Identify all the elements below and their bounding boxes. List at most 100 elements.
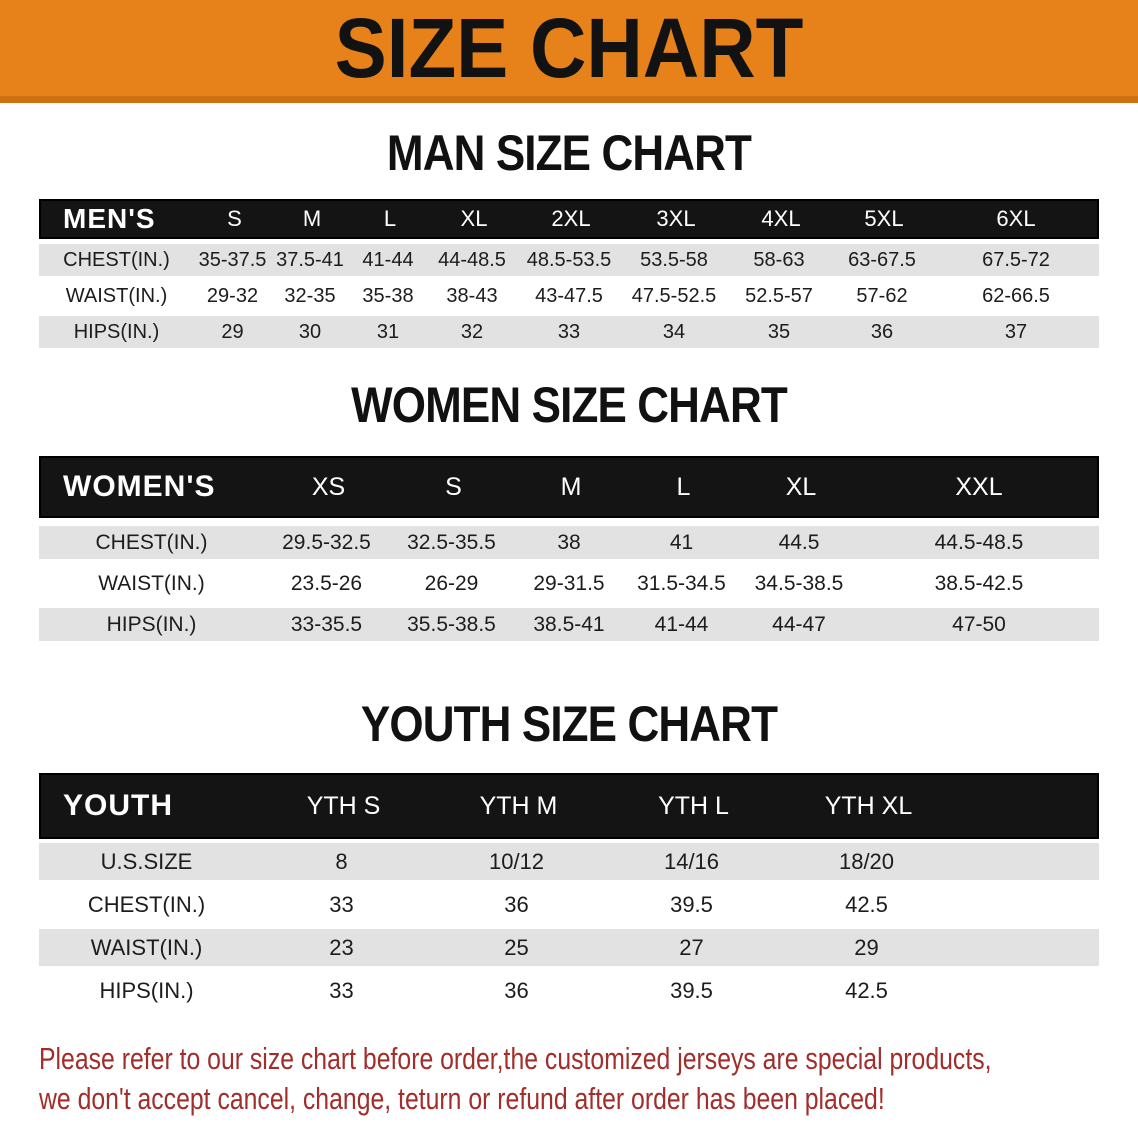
size-value-cell: 44.5-48.5 [934, 530, 1024, 554]
size-value-cell: 41-44 [362, 248, 414, 271]
disclaimer: Please refer to our size chart before or… [39, 1039, 1138, 1119]
size-value-cell: 14/16 [663, 848, 720, 874]
size-value-cell: 44-48.5 [438, 248, 506, 271]
table-header-row: WOMEN'S XS S M L XL XXL [39, 456, 1099, 518]
size-value-cell: 10/12 [488, 848, 545, 874]
women-chart-heading: WOMEN SIZE CHART [351, 377, 788, 433]
size-value-cell: 32-35 [284, 284, 336, 307]
disclaimer-line-2: we don't accept cancel, change, teturn o… [39, 1081, 885, 1116]
size-value-cell: 29 [221, 320, 244, 343]
size-column-header: 3XL [656, 206, 696, 231]
row-label: HIPS(IN.) [73, 320, 160, 343]
size-value-cell: 44-47 [772, 612, 826, 636]
size-value-cell: 42.5 [845, 891, 888, 917]
table-row: CHEST(IN.) 35-37.5 37.5-41 41-44 44-48.5 48.5… [39, 244, 1099, 276]
table-row: HIPS(IN.) 33-35.5 35.5-38.5 38.5-41 41-44 44-… [39, 608, 1099, 641]
size-value-cell: 32 [460, 320, 484, 343]
men-chart-heading: MAN SIZE CHART [386, 125, 752, 181]
size-value-cell: 47-50 [952, 612, 1006, 636]
row-label: CHEST(IN.) [63, 248, 170, 271]
size-value-cell: 29 [854, 934, 879, 960]
table-row: U.S.SIZE 8 10/12 14/16 18/20 [39, 843, 1099, 880]
size-value-cell: 36 [870, 320, 894, 343]
size-column-header: M [302, 206, 322, 231]
size-value-cell: 47.5-52.5 [631, 284, 717, 307]
table-header-label: WOMEN'S [63, 470, 216, 503]
size-value-cell: 26-29 [424, 571, 479, 595]
size-value-cell: 32.5-35.5 [407, 530, 496, 554]
size-value-cell: 37 [1004, 320, 1028, 343]
size-value-cell: 57-62 [856, 284, 908, 307]
table-row: CHEST(IN.) 29.5-32.5 32.5-35.5 38 41 44.5 44.5… [39, 526, 1099, 559]
size-value-cell: 41-44 [654, 612, 709, 636]
size-value-cell: 8 [335, 848, 348, 874]
size-value-cell: 63-67.5 [848, 248, 916, 271]
size-value-cell: 35 [767, 320, 791, 343]
table-row: WAIST(IN.) 23.5-26 26-29 29-31.5 31.5-34.5 34… [39, 567, 1099, 600]
row-label: HIPS(IN.) [99, 977, 194, 1003]
table-header-label: MEN'S [63, 203, 156, 234]
row-label: HIPS(IN.) [106, 612, 197, 636]
size-value-cell: 36 [504, 891, 529, 917]
size-column-header: 5XL [864, 206, 904, 231]
size-value-cell: 33 [329, 977, 354, 1003]
table-row: WAIST(IN.) 23 25 27 29 [39, 929, 1099, 966]
size-value-cell: 38-43 [446, 284, 498, 307]
size-column-header: YTH L [658, 791, 729, 820]
size-value-cell: 35.5-38.5 [407, 612, 496, 636]
size-value-cell: 44.5 [778, 530, 820, 554]
size-value-cell: 48.5-53.5 [526, 248, 612, 271]
size-value-cell: 39.5 [670, 977, 713, 1003]
size-value-cell: 36 [504, 977, 529, 1003]
size-value-cell: 23 [329, 934, 354, 960]
size-column-header: L [383, 206, 397, 231]
youth-size-chart-section: YOUTH SIZE CHART YOUTH YTH S YTH M YTH L YTH… [0, 698, 1138, 1009]
size-value-cell: 34 [662, 320, 686, 343]
size-value-cell: 29-32 [206, 284, 259, 307]
size-value-cell: 33 [329, 891, 354, 917]
size-column-header: XL [785, 472, 817, 501]
women-size-table: WOMEN'S XS S M L XL XXL CHEST(IN.) 29.5-32.5 32.5… [39, 456, 1099, 641]
table-header-row: MEN'S S M L XL 2XL 3XL 4XL 5XL 6XL [39, 199, 1099, 239]
size-value-cell: 25 [504, 934, 529, 960]
size-value-cell: 18/20 [838, 848, 895, 874]
row-label: WAIST(IN.) [98, 571, 205, 595]
men-size-chart-section: MAN SIZE CHART MEN'S S M L XL 2XL 3XL 4XL 5XL 6XL… [0, 127, 1138, 348]
men-size-table: MEN'S S M L XL 2XL 3XL 4XL 5XL 6XL CHEST(IN.) 35-37… [39, 199, 1099, 348]
size-value-cell: 27 [679, 934, 704, 960]
size-value-cell: 31 [376, 320, 400, 343]
size-column-header: XS [311, 472, 346, 501]
size-value-cell: 39.5 [670, 891, 713, 917]
size-value-cell: 33 [557, 320, 581, 343]
size-value-cell: 35-37.5 [198, 248, 267, 271]
size-value-cell: 34.5-38.5 [754, 571, 844, 595]
size-value-cell: 38.5-42.5 [934, 571, 1024, 595]
size-column-header: S [445, 472, 462, 501]
size-column-header: 6XL [996, 206, 1036, 231]
size-value-cell: 33-35.5 [290, 612, 363, 636]
size-value-cell: 41 [669, 530, 694, 554]
size-column-header: 4XL [761, 206, 801, 231]
size-value-cell: 35-38 [362, 284, 414, 307]
size-value-cell: 67.5-72 [982, 248, 1050, 271]
size-value-cell: 37.5-41 [276, 248, 344, 271]
size-value-cell: 31.5-34.5 [637, 571, 726, 595]
table-header-row: YOUTH YTH S YTH M YTH L YTH XL [39, 773, 1099, 839]
size-column-header: M [560, 472, 582, 501]
size-value-cell: 62-66.5 [982, 284, 1050, 307]
size-column-header: S [227, 206, 242, 231]
size-value-cell: 52.5-57 [745, 284, 813, 307]
page-title: SIZE CHART [334, 1, 804, 95]
size-column-header: YTH M [479, 791, 558, 820]
size-value-cell: 42.5 [845, 977, 888, 1003]
title-banner: SIZE CHART [0, 0, 1138, 103]
row-label: WAIST(IN.) [65, 284, 168, 307]
table-header-label: YOUTH [63, 789, 173, 822]
size-value-cell: 23.5-26 [290, 571, 363, 595]
size-column-header: YTH XL [824, 791, 913, 820]
size-column-header: L [676, 472, 691, 501]
youth-chart-heading: YOUTH SIZE CHART [360, 696, 778, 752]
size-value-cell: 58-63 [753, 248, 805, 271]
size-column-header: 2XL [551, 206, 591, 231]
